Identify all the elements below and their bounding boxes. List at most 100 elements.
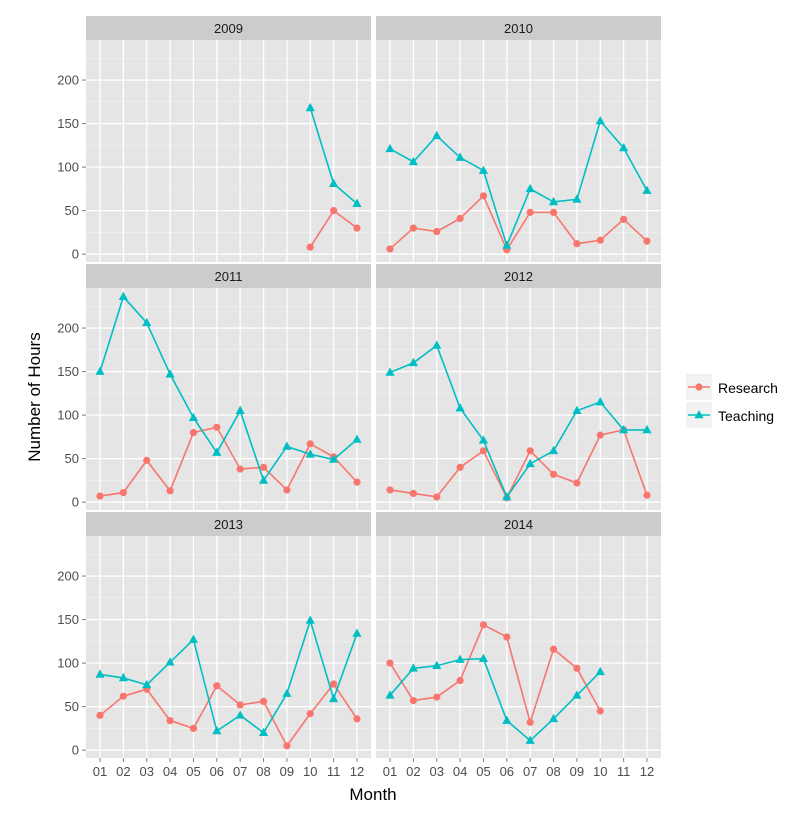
data-point-research bbox=[643, 491, 651, 499]
data-point-teaching bbox=[305, 615, 315, 624]
data-point-teaching bbox=[352, 434, 362, 443]
data-point-teaching bbox=[95, 669, 105, 678]
data-point-teaching bbox=[329, 454, 339, 463]
data-point-research bbox=[306, 440, 314, 448]
data-point-teaching bbox=[525, 735, 535, 744]
data-point-teaching bbox=[595, 666, 605, 676]
data-point-teaching bbox=[595, 115, 605, 125]
data-point-research bbox=[409, 489, 417, 498]
x-tick-label: 10 bbox=[593, 764, 607, 779]
x-tick-label: 02 bbox=[116, 764, 130, 779]
data-point-teaching bbox=[235, 405, 245, 415]
data-point-teaching bbox=[455, 654, 465, 663]
x-tick-label: 05 bbox=[186, 764, 200, 779]
data-point-teaching bbox=[385, 690, 395, 699]
data-point-research bbox=[596, 707, 604, 715]
data-point-research bbox=[330, 207, 338, 215]
panel-background bbox=[376, 536, 661, 758]
y-tick-label: 50 bbox=[65, 451, 79, 466]
data-point-research bbox=[526, 718, 534, 726]
data-point-research bbox=[213, 423, 221, 431]
data-point-research bbox=[189, 428, 198, 437]
data-point-research bbox=[259, 697, 268, 706]
data-point-research bbox=[119, 488, 127, 497]
data-point-teaching bbox=[118, 672, 128, 682]
panel-2009: 2009 0 50 100 150 200 bbox=[57, 16, 371, 262]
legend-marker-teaching bbox=[694, 410, 704, 419]
y-tick-label: 200 bbox=[57, 569, 79, 584]
data-point-teaching bbox=[432, 130, 442, 140]
x-tick-label: 07 bbox=[233, 764, 247, 779]
data-point-research bbox=[306, 243, 314, 251]
data-point-research bbox=[573, 664, 581, 672]
data-point-research bbox=[119, 692, 127, 700]
y-tick-label: 150 bbox=[57, 116, 79, 131]
x-tick-label: 09 bbox=[570, 764, 584, 779]
data-point-research bbox=[283, 486, 291, 494]
x-tick-label: 01 bbox=[93, 764, 107, 779]
x-tick-label: 03 bbox=[140, 764, 154, 779]
strip bbox=[376, 16, 661, 40]
data-point-teaching bbox=[188, 412, 199, 422]
strip-label: 2012 bbox=[504, 269, 533, 284]
data-point-teaching bbox=[142, 679, 152, 689]
panel-2014: 2014 01 02 03 04 05 06 07 08 09 10 11 12 bbox=[376, 512, 661, 779]
x-tick-label: 12 bbox=[640, 764, 654, 779]
data-point-teaching bbox=[548, 713, 559, 723]
series-line-research bbox=[389, 194, 648, 252]
x-tick-label: 07 bbox=[523, 764, 537, 779]
data-point-research bbox=[189, 724, 198, 733]
data-point-teaching bbox=[619, 142, 629, 152]
panel-background bbox=[376, 288, 661, 510]
y-tick-label: 0 bbox=[72, 743, 79, 758]
data-point-research bbox=[549, 470, 558, 478]
data-point-research bbox=[479, 621, 488, 629]
data-point-teaching bbox=[352, 628, 362, 637]
data-point-teaching bbox=[408, 357, 418, 367]
data-point-teaching bbox=[525, 183, 535, 193]
data-point-teaching bbox=[385, 367, 395, 376]
data-point-teaching bbox=[329, 178, 339, 187]
panel-background bbox=[86, 40, 371, 262]
panel-2010: 2010 bbox=[376, 16, 661, 262]
data-point-research bbox=[409, 224, 417, 232]
y-tick-label: 150 bbox=[57, 364, 79, 379]
y-tick-label: 100 bbox=[57, 656, 79, 671]
data-point-teaching bbox=[572, 690, 582, 699]
x-axis-label: Month bbox=[349, 785, 396, 804]
data-point-teaching bbox=[455, 152, 465, 161]
data-point-teaching bbox=[478, 653, 489, 663]
data-point-research bbox=[259, 463, 268, 471]
data-point-teaching bbox=[525, 458, 535, 468]
data-point-research bbox=[526, 208, 534, 216]
data-point-research bbox=[526, 447, 534, 455]
data-point-teaching bbox=[165, 657, 175, 666]
data-point-research bbox=[456, 676, 464, 685]
data-point-research bbox=[503, 633, 511, 641]
series-line-teaching bbox=[99, 617, 358, 734]
series-line-research bbox=[389, 428, 648, 500]
y-axis-label: Number of Hours bbox=[25, 332, 44, 461]
strip-label: 2013 bbox=[214, 517, 243, 532]
data-point-teaching bbox=[212, 726, 222, 735]
y-tick-label: 0 bbox=[72, 495, 79, 510]
data-point-teaching bbox=[329, 693, 339, 703]
data-point-research bbox=[283, 742, 291, 750]
panel-2011: 2011 0 50 100 150 200 bbox=[57, 264, 371, 510]
data-point-teaching bbox=[258, 727, 269, 737]
data-point-research bbox=[96, 711, 104, 719]
data-point-teaching bbox=[408, 156, 418, 166]
data-point-teaching bbox=[408, 663, 418, 672]
x-tick-label: 11 bbox=[327, 764, 341, 779]
data-point-teaching bbox=[142, 317, 152, 327]
panel-2012: 2012 bbox=[376, 264, 661, 510]
data-point-teaching bbox=[188, 634, 199, 643]
strip bbox=[86, 16, 371, 40]
data-point-research bbox=[433, 493, 441, 501]
x-tick-label: 09 bbox=[280, 764, 294, 779]
y-tick-label: 50 bbox=[65, 203, 79, 218]
y-tick-label: 100 bbox=[57, 408, 79, 423]
series-line-research bbox=[389, 623, 601, 726]
data-point-research bbox=[643, 237, 651, 245]
